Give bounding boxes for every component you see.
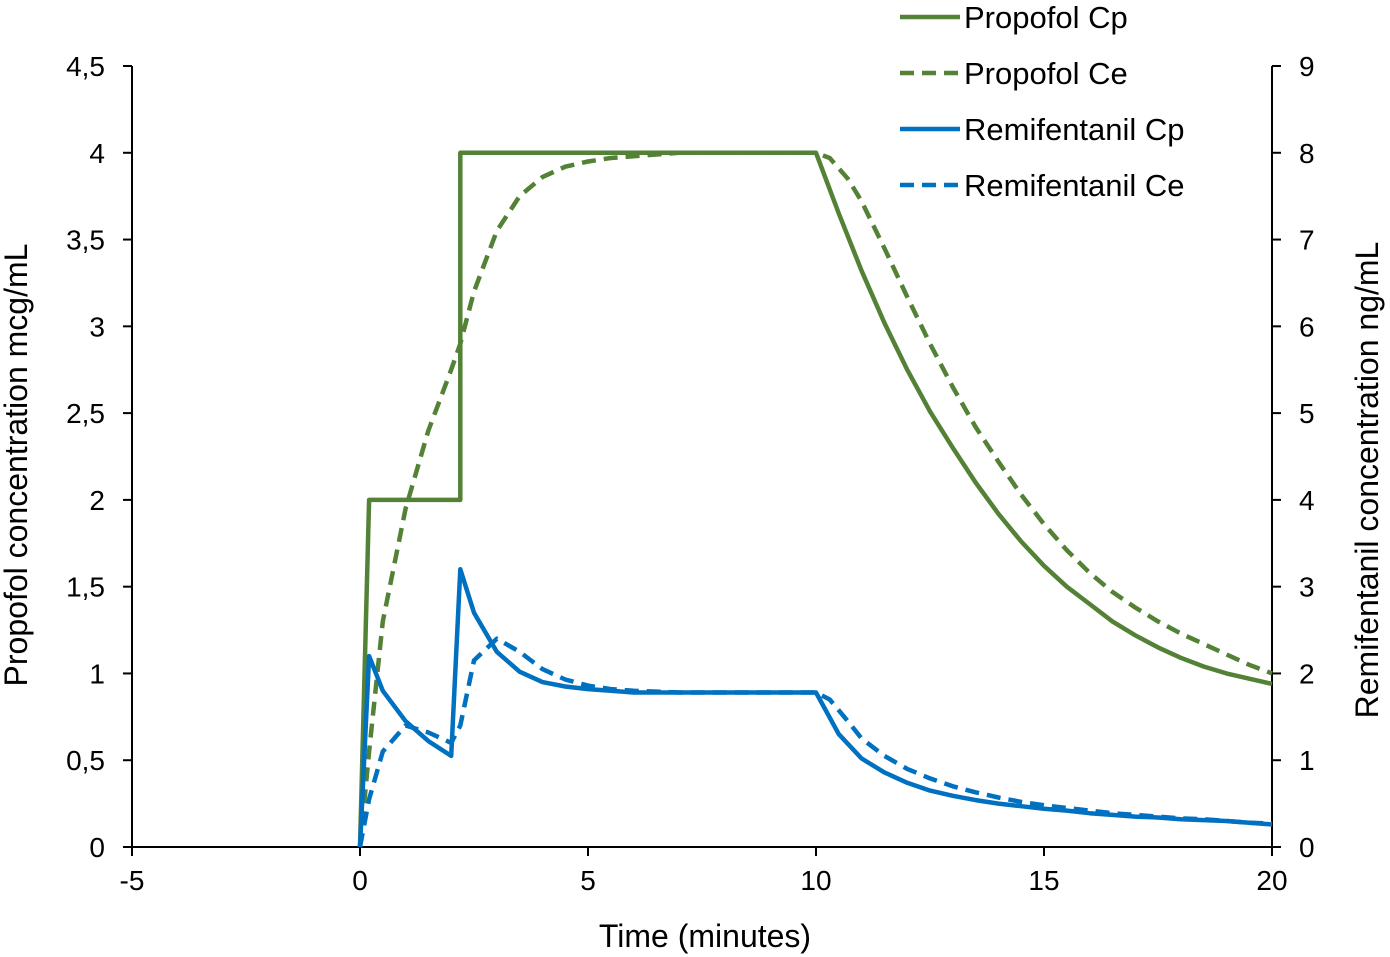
legend-label: Remifentanil Ce — [964, 168, 1185, 203]
y2-tick-label: 5 — [1299, 398, 1315, 429]
legend-label: Remifentanil Cp — [964, 112, 1185, 147]
y2-tick-label: 2 — [1299, 658, 1315, 689]
y-axis-title: Propofol concentration mcg/mL — [0, 244, 34, 687]
y-tick-label: 3,5 — [66, 225, 105, 256]
y2-tick-label: 1 — [1299, 745, 1315, 776]
x-tick-label: 0 — [352, 865, 368, 896]
y-tick-label: 4,5 — [66, 51, 105, 82]
legend-label: Propofol Ce — [964, 56, 1128, 91]
y-tick-label: 3 — [89, 311, 105, 342]
x-tick-label: 5 — [580, 865, 596, 896]
y-tick-label: 1 — [89, 658, 105, 689]
legend-label: Propofol Cp — [964, 0, 1128, 35]
x-axis-title: Time (minutes) — [599, 918, 811, 954]
y-tick-label: 2 — [89, 485, 105, 516]
y-tick-label: 4 — [89, 138, 105, 169]
legend: Propofol Cp Propofol Ce Remifentanil Cp Rem… — [900, 0, 1185, 203]
axes — [123, 65, 1281, 856]
y2-tick-label: 9 — [1299, 51, 1315, 82]
y2-tick-label: 3 — [1299, 572, 1315, 603]
y-tick-label: 0 — [89, 832, 105, 863]
series-line-remifentanil-ce — [357, 636, 1273, 848]
series-line-propofol-ce — [357, 150, 1273, 848]
y2-tick-label: 8 — [1299, 138, 1315, 169]
x-tick-label: 15 — [1028, 865, 1059, 896]
x-tick-label: 10 — [800, 865, 831, 896]
series-line-propofol-cp — [357, 150, 1273, 848]
y2-tick-label: 6 — [1299, 311, 1315, 342]
y2-axis-title: Remifentanil concentration ng/mL — [1349, 242, 1385, 719]
y-tick-label: 1,5 — [66, 572, 105, 603]
y2-tick-label: 0 — [1299, 832, 1315, 863]
series-lines — [357, 150, 1273, 848]
y-tick-label: 2,5 — [66, 398, 105, 429]
series-line-remifentanil-cp — [357, 567, 1273, 848]
y2-tick-label: 7 — [1299, 225, 1315, 256]
x-tick-label: 20 — [1256, 865, 1287, 896]
y-tick-label: 0,5 — [66, 745, 105, 776]
tick-labels: -5 0 5 10 15 20 0 0,5 1 1,5 2 2,5 3 3,5 4 4,5 0 1 2 3 4 5 6 7 8 9 — [66, 51, 1315, 896]
y2-tick-label: 4 — [1299, 485, 1315, 516]
x-tick-label: -5 — [120, 865, 145, 896]
